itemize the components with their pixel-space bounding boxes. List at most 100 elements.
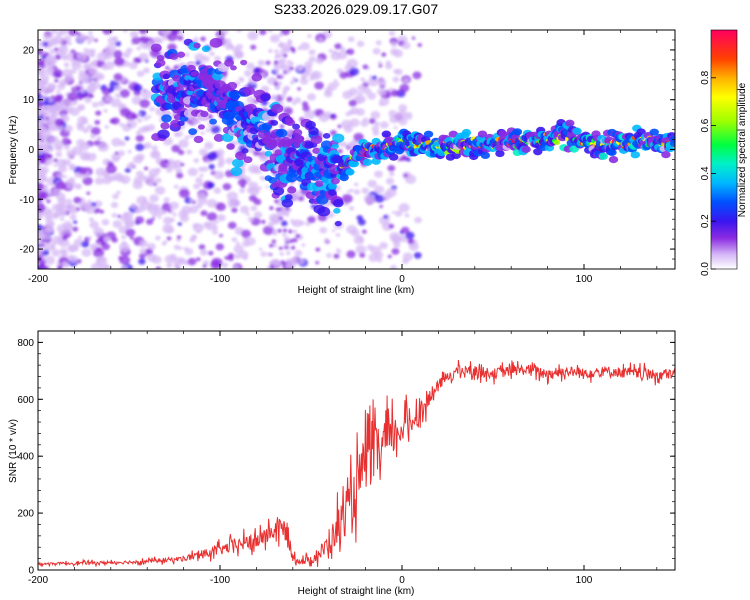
spectral-cell [405, 231, 415, 240]
spectral-cell [272, 228, 278, 233]
spectral-cell [377, 61, 383, 65]
spectral-cell [607, 148, 617, 157]
spectral-cell [521, 145, 531, 153]
spectral-cell [208, 164, 215, 170]
spectral-cell [355, 244, 367, 254]
spectral-cell [233, 49, 244, 59]
snr-y-label: SNR (10 * v/v) [8, 419, 19, 483]
spectral-cell [142, 67, 151, 74]
spectral-cell [377, 78, 387, 87]
spectral-cell [190, 71, 198, 77]
spectral-cell [61, 137, 71, 146]
spectral-cell [246, 96, 256, 104]
spectral-cell [269, 261, 274, 265]
spectral-cell [342, 90, 353, 100]
spectral-cell [367, 92, 377, 100]
spectral-cell [67, 244, 77, 253]
spectral-cell [102, 176, 112, 185]
spectral-cell [279, 124, 285, 129]
spectral-cell [412, 71, 422, 80]
spectral-cell [236, 30, 242, 33]
spectral-cell [75, 33, 87, 43]
spectral-cell [76, 31, 81, 36]
spectral-cell [184, 248, 194, 256]
spectral-cell [209, 37, 223, 48]
spectral-cell [360, 119, 369, 127]
spectral-cell [423, 130, 434, 138]
spectral-cell [215, 243, 225, 251]
spectral-cell [331, 155, 343, 164]
spectral-cell [61, 159, 66, 163]
spectral-cell [294, 249, 303, 257]
spectral-cell [64, 125, 73, 133]
spectral-cell [49, 48, 56, 55]
spectral-cell [347, 144, 353, 148]
spectral-cell [218, 173, 224, 179]
y-tick-label: -10 [20, 195, 35, 206]
spectral-cell [326, 253, 333, 259]
colorbar-tick-label: 0.4 [700, 166, 711, 180]
spectral-cell [374, 121, 380, 127]
spectral-cell [345, 168, 355, 176]
spectral-cell [80, 92, 88, 99]
spectral-cell [388, 171, 395, 177]
spectral-cell [162, 73, 171, 80]
spectral-cell [142, 45, 148, 50]
spectral-cell [140, 36, 150, 44]
spectral-cell [101, 243, 110, 251]
spectral-cell [38, 224, 43, 231]
spectral-cell [375, 40, 382, 46]
spectral-cell [388, 153, 399, 161]
spectral-cell [267, 30, 273, 33]
spectral-cell [333, 253, 340, 259]
spectral-cell [227, 253, 235, 259]
spectral-cell [160, 122, 170, 130]
spectral-cell [304, 109, 316, 120]
spectral-cell [292, 128, 303, 137]
spectral-cell [40, 96, 47, 102]
spectral-cell [177, 120, 185, 127]
spectral-cell [374, 185, 385, 194]
spectral-cell [160, 30, 172, 36]
spectral-cell [145, 218, 154, 225]
spectral-cell [47, 82, 57, 91]
spectral-cell [360, 77, 365, 82]
spectral-cell [315, 247, 321, 252]
spectral-cell [101, 219, 110, 226]
spectral-cell [173, 244, 180, 250]
spectral-cell [350, 228, 360, 237]
spectral-cell [272, 259, 277, 264]
spectral-cell [278, 246, 283, 250]
spectral-cell [147, 114, 152, 119]
spectral-cell [184, 52, 190, 57]
spectral-cell [259, 175, 265, 180]
spectral-cell [91, 101, 99, 108]
spectral-cell [51, 212, 60, 220]
spectral-cell [70, 68, 77, 74]
spectral-cell [297, 46, 302, 51]
spectral-cell [298, 259, 305, 265]
spectral-cell [229, 90, 241, 100]
spectral-cell [237, 178, 247, 187]
spectral-cell [241, 148, 249, 154]
spectral-cell [112, 220, 123, 229]
spectral-cell [49, 33, 54, 37]
spectral-cell [285, 118, 295, 127]
spectral-cell [130, 203, 138, 209]
spectral-cell [124, 136, 130, 141]
spectral-cell [178, 30, 185, 36]
spectral-cell [120, 175, 131, 184]
spectral-cell [287, 186, 297, 194]
snr-x-label: Height of straight line (km) [298, 586, 415, 597]
spectral-cell [392, 76, 400, 83]
spectral-cell [198, 182, 204, 187]
spectral-cell [308, 49, 316, 56]
spectral-cell [327, 182, 337, 190]
spectral-cell [124, 225, 130, 230]
spectral-cell [187, 257, 197, 266]
spectral-cell [110, 98, 122, 108]
spectral-cell [71, 61, 82, 70]
spectral-cell [305, 120, 316, 130]
spectral-cell [209, 51, 215, 57]
